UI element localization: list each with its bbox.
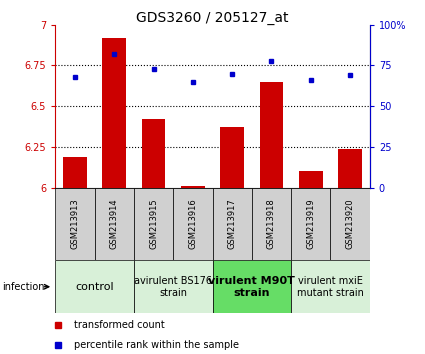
Text: avirulent BS176
strain: avirulent BS176 strain xyxy=(134,276,212,298)
Text: GSM213919: GSM213919 xyxy=(306,199,315,249)
Bar xyxy=(338,149,362,188)
Text: GSM213918: GSM213918 xyxy=(267,199,276,249)
Text: infection: infection xyxy=(2,282,45,292)
Text: percentile rank within the sample: percentile rank within the sample xyxy=(74,340,239,350)
Bar xyxy=(63,157,87,188)
Text: GSM213915: GSM213915 xyxy=(149,199,158,249)
Bar xyxy=(55,188,94,260)
Bar xyxy=(181,186,204,188)
Bar xyxy=(102,38,126,188)
Text: transformed count: transformed count xyxy=(74,320,165,330)
Bar xyxy=(212,188,252,260)
Bar xyxy=(331,188,370,260)
Text: virulent mxiE
mutant strain: virulent mxiE mutant strain xyxy=(297,276,364,298)
Bar xyxy=(142,119,165,188)
Bar xyxy=(291,188,331,260)
Bar xyxy=(173,188,212,260)
Text: GSM213916: GSM213916 xyxy=(188,199,197,249)
Bar xyxy=(134,188,173,260)
Bar xyxy=(212,260,291,313)
Bar xyxy=(252,188,291,260)
Text: GSM213914: GSM213914 xyxy=(110,199,119,249)
Text: GSM213917: GSM213917 xyxy=(228,199,237,249)
Bar xyxy=(55,260,134,313)
Bar xyxy=(291,260,370,313)
Bar xyxy=(134,260,212,313)
Text: control: control xyxy=(75,282,114,292)
Bar xyxy=(94,188,134,260)
Text: GSM213920: GSM213920 xyxy=(346,199,354,249)
Text: GDS3260 / 205127_at: GDS3260 / 205127_at xyxy=(136,11,289,25)
Text: virulent M90T
strain: virulent M90T strain xyxy=(208,276,295,298)
Bar xyxy=(260,82,283,188)
Bar xyxy=(220,127,244,188)
Bar xyxy=(299,171,323,188)
Text: GSM213913: GSM213913 xyxy=(71,199,79,249)
